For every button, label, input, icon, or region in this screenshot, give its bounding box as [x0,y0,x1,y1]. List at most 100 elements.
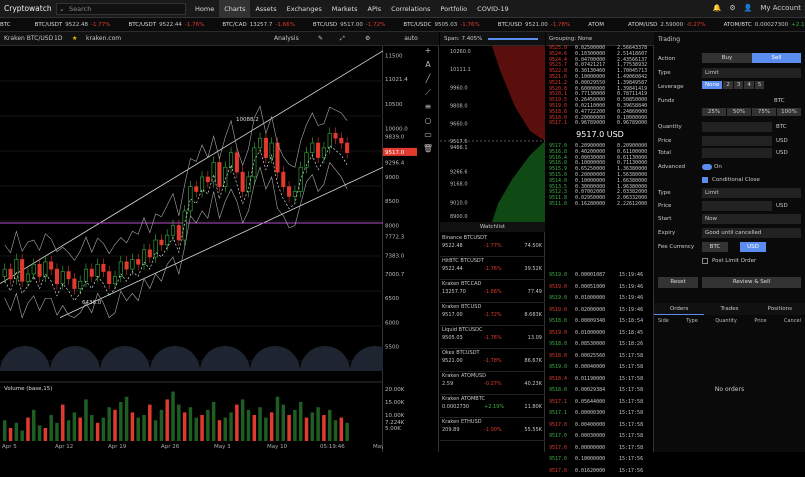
candle[interactable] [224,167,227,186]
rect-tool-icon[interactable]: ▭ [420,130,436,144]
candle[interactable] [253,148,256,177]
candle[interactable] [316,143,319,158]
percent-button[interactable]: 25% [702,108,726,116]
nav-link-correlations[interactable]: Correlations [386,0,435,18]
order-type-select[interactable]: Limit [702,68,801,78]
candle[interactable] [258,138,261,148]
ray-tool-icon[interactable]: ⟋ [420,88,436,102]
nav-link-charts[interactable]: Charts [219,0,250,18]
candle[interactable] [235,153,238,172]
fullscreen-icon[interactable]: ⤢ [340,32,345,46]
fee-usd-button[interactable]: USD [740,242,766,252]
candle[interactable] [287,187,290,197]
candle[interactable] [177,225,180,240]
trash-icon[interactable]: 🗑 [420,144,436,158]
span-slider[interactable] [488,38,538,40]
percent-button[interactable]: 50% [727,108,751,116]
nav-link-covid19[interactable]: COVID-19 [472,0,514,18]
expiry-select[interactable]: Good until cancelled [702,228,801,238]
leverage-option-4[interactable]: 4 [744,81,754,89]
candle[interactable] [189,187,192,211]
total-input[interactable] [702,148,772,158]
candle[interactable] [345,143,348,153]
reset-button[interactable]: Reset [658,277,698,288]
leverage-option-3[interactable]: 3 [734,81,744,89]
candle[interactable] [55,269,58,284]
candle[interactable] [276,143,279,172]
cond-close-checkbox[interactable] [702,177,708,183]
candle[interactable] [293,192,296,197]
candle[interactable] [26,274,29,281]
candle[interactable] [340,138,343,143]
advanced-toggle[interactable] [702,164,712,170]
depth-chart[interactable]: 10260.010111.19960.09808.09660.09517.594… [440,46,545,222]
candle[interactable] [165,235,168,245]
price-input[interactable] [702,136,772,146]
settings-icon[interactable]: ⚙ [365,32,370,46]
brand-logo[interactable]: Cryptowatch [4,4,52,13]
search-input[interactable]: ⌕Search [56,3,186,15]
star-icon[interactable]: ★ [72,32,77,46]
tab-trades[interactable]: Trades [704,303,754,315]
interval-selector[interactable]: 1D [54,32,62,46]
fib-tool-icon[interactable]: ≡ [420,102,436,116]
candle[interactable] [322,148,325,158]
candle[interactable] [38,264,41,276]
auto-scale-button[interactable]: auto [383,32,439,46]
candle[interactable] [154,240,157,257]
crosshair-icon[interactable]: + [420,46,436,60]
candle[interactable] [78,281,81,288]
candle[interactable] [148,250,151,257]
candle[interactable] [102,264,105,271]
text-tool-icon[interactable]: A [420,60,436,74]
candle[interactable] [32,264,35,274]
candle[interactable] [206,177,209,182]
candle[interactable] [334,133,337,138]
nav-link-markets[interactable]: Markets [327,0,363,18]
nav-link-portfolio[interactable]: Portfolio [435,0,472,18]
candle[interactable] [282,172,285,187]
percent-button[interactable]: 100% [777,108,801,116]
nav-link-apis[interactable]: APIs [363,0,387,18]
candle[interactable] [49,262,52,269]
candle[interactable] [311,143,314,153]
fee-btc-button[interactable]: BTC [702,242,728,252]
candle[interactable] [84,269,87,281]
candle[interactable] [131,259,134,269]
circle-tool-icon[interactable]: ○ [420,116,436,130]
candle[interactable] [183,211,186,240]
leverage-option-2[interactable]: 2 [723,81,733,89]
start-select[interactable]: Now [702,214,801,224]
candle[interactable] [212,162,215,181]
nav-link-assets[interactable]: Assets [250,0,281,18]
user-icon[interactable]: 👤 [744,4,753,12]
nav-link-home[interactable]: Home [190,0,219,18]
candle[interactable] [160,240,163,245]
sell-button[interactable]: Sell [752,53,801,63]
my-account-link[interactable]: My Account [760,4,801,12]
candle[interactable] [9,269,12,279]
line-tool-icon[interactable]: ╱ [420,74,436,88]
tab-positions[interactable]: Positions [755,303,805,315]
span-control[interactable]: Span: 7.405% [440,32,545,46]
percent-button[interactable]: 75% [752,108,776,116]
trend-line-lower[interactable] [60,167,383,317]
candle[interactable] [264,138,267,157]
candle[interactable] [328,133,331,148]
candle[interactable] [61,272,64,284]
candle[interactable] [90,269,93,276]
candle[interactable] [195,187,198,192]
leverage-option-5[interactable]: 5 [755,81,765,89]
